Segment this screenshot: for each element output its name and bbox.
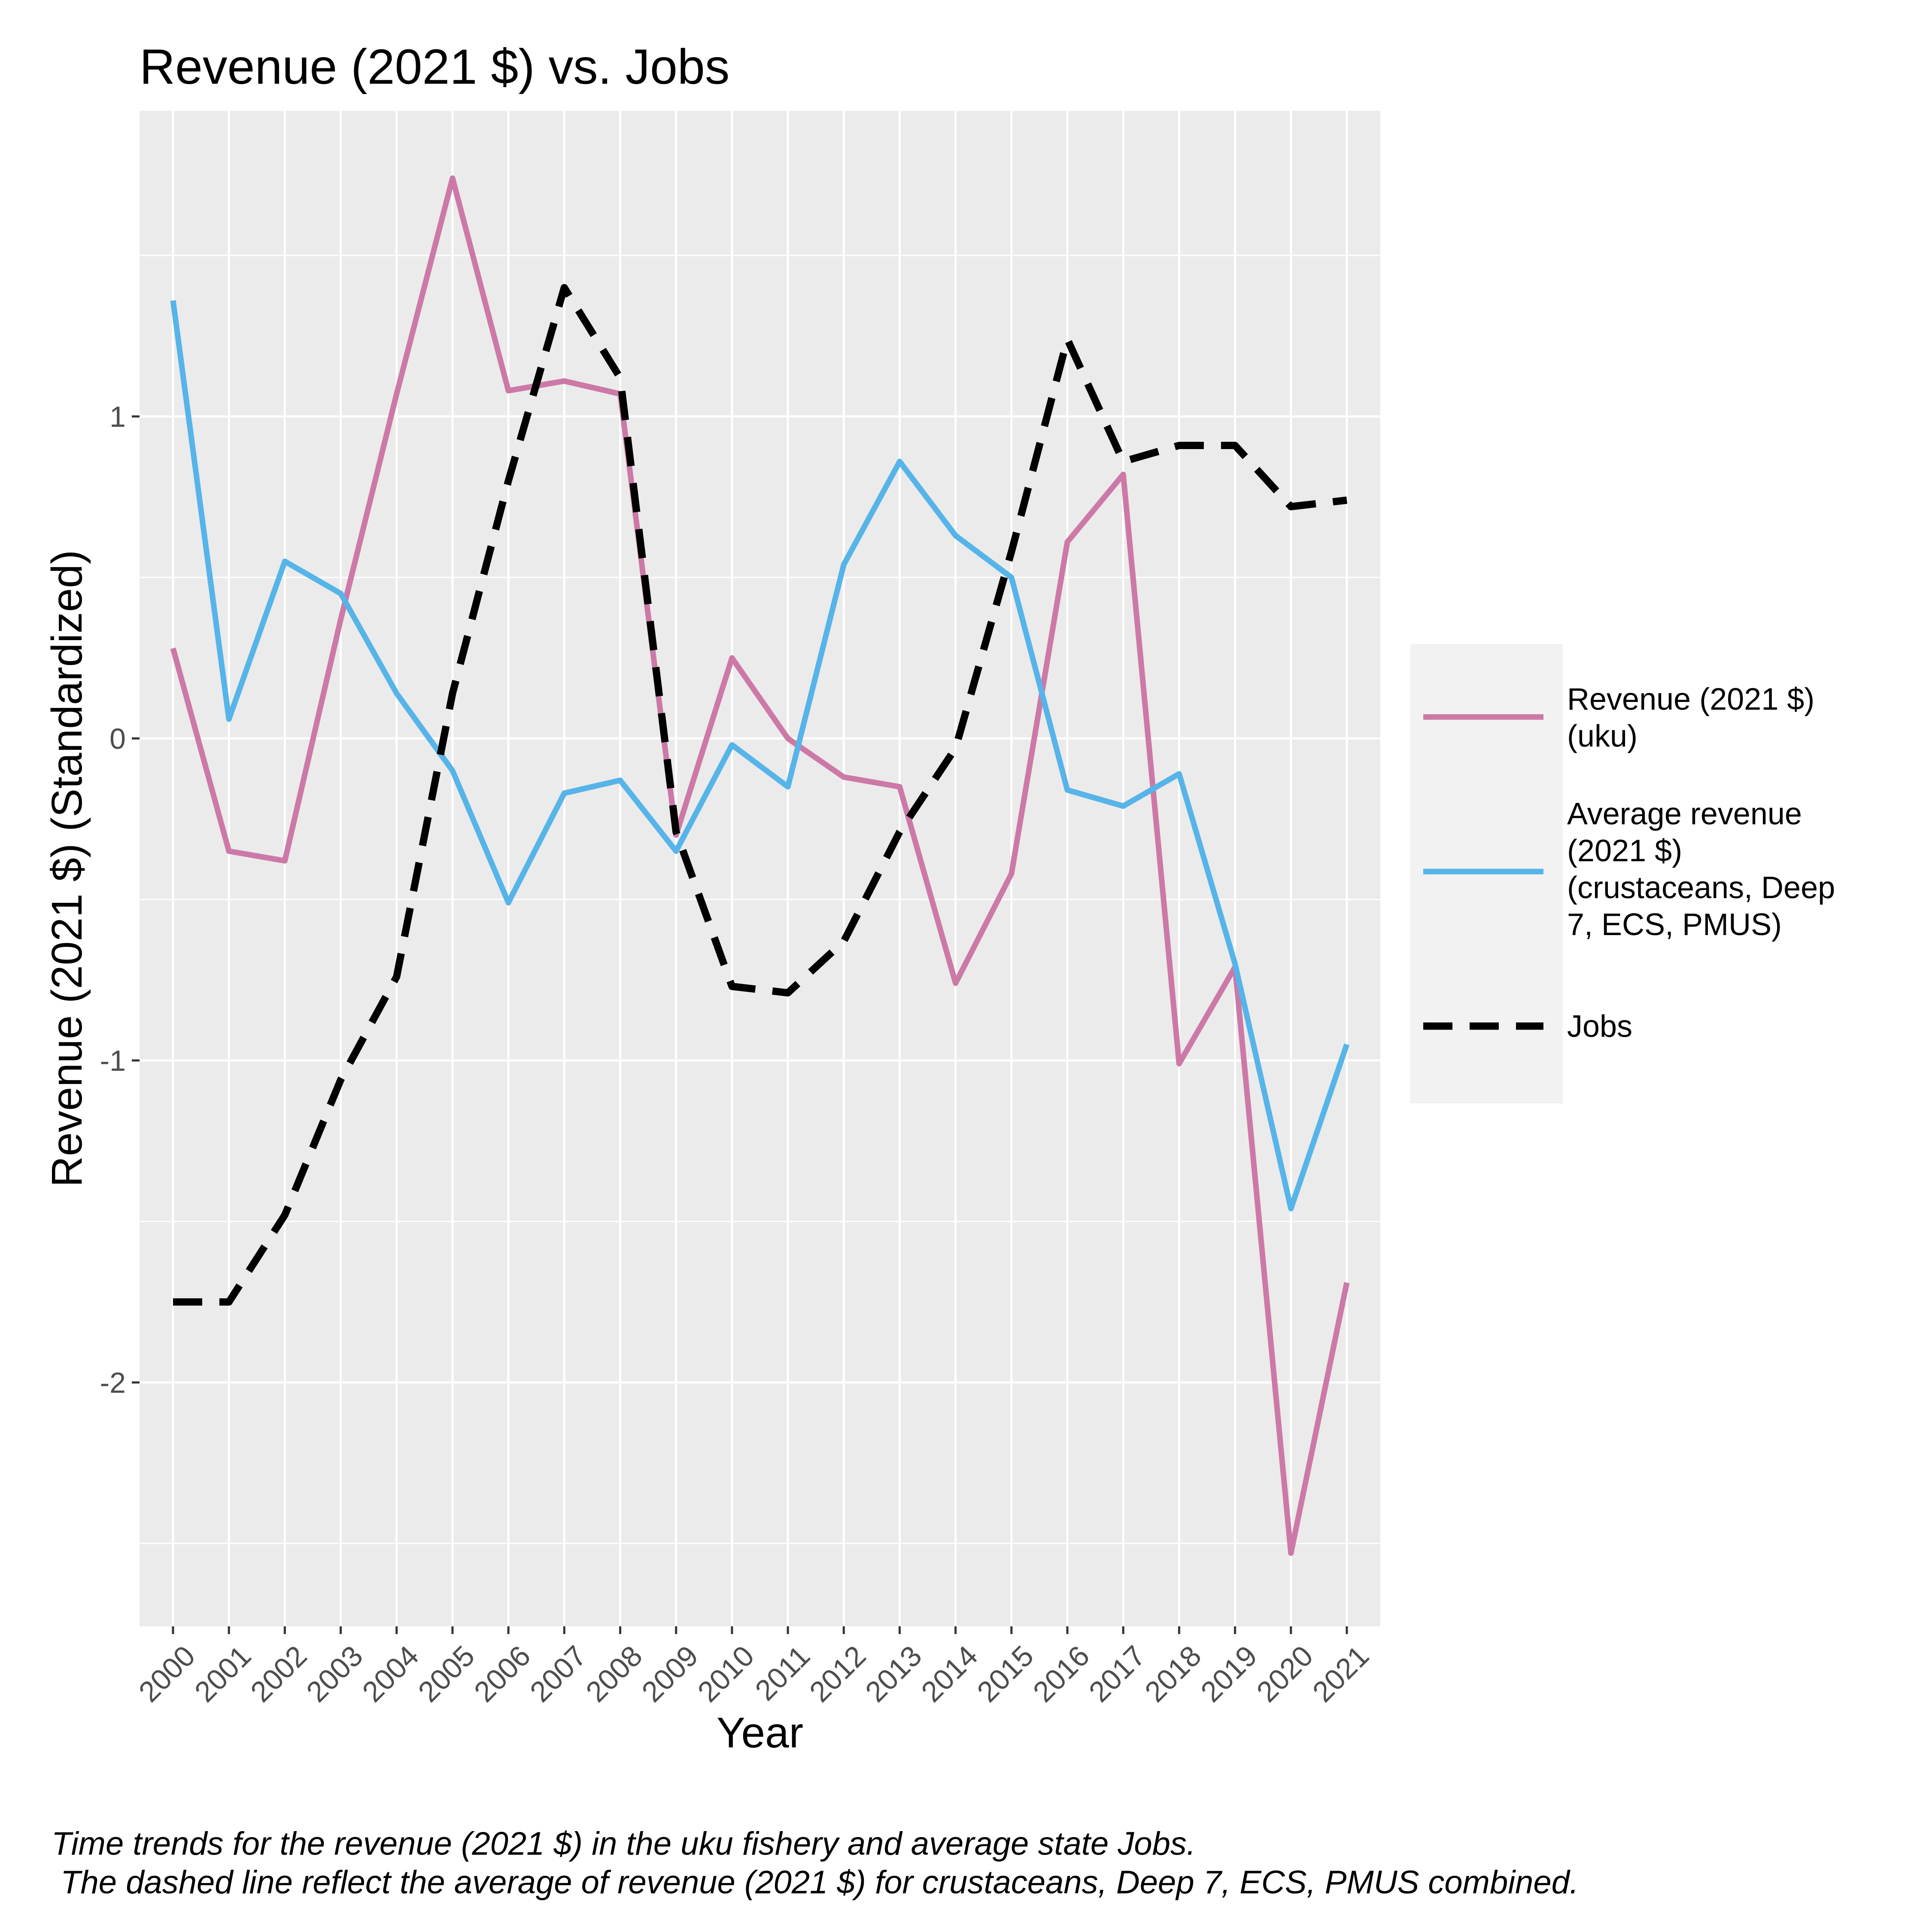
y-tick-label: -2	[100, 1367, 126, 1399]
chart-title: Revenue (2021 $) vs. Jobs	[140, 39, 729, 94]
legend: Revenue (2021 $)(uku) Average revenue(202…	[1410, 644, 1835, 1103]
legend-label-3: Jobs	[1567, 1009, 1632, 1044]
plot-panel	[140, 111, 1380, 1626]
legend-label-2: Average revenue	[1567, 797, 1802, 831]
series-layer	[170, 175, 1350, 1556]
series-line-1	[170, 175, 1350, 1556]
grid-major	[140, 111, 1380, 1626]
legend-label-2: 7, ECS, PMUS)	[1567, 908, 1782, 942]
y-tick-label: -1	[100, 1045, 126, 1077]
caption-line-1: Time trends for the revenue (2021 $) in …	[52, 1826, 1196, 1862]
caption-line-2: The dashed line reflect the average of r…	[52, 1864, 1579, 1901]
series-line-3	[173, 284, 1347, 1306]
y-tick-label: 0	[109, 723, 126, 755]
legend-label-2: (crustaceans, Deep	[1567, 871, 1835, 905]
x-axis-title: Year	[717, 1709, 803, 1757]
y-tick-label: 1	[109, 401, 126, 433]
legend-label-1: Revenue (2021 $)	[1567, 682, 1814, 717]
grid-minor	[140, 255, 1380, 1544]
legend-label-1: (uku)	[1567, 719, 1637, 753]
legend-label-2: (2021 $)	[1567, 834, 1682, 868]
y-axis-title: Revenue (2021 $) (Standardized)	[43, 550, 91, 1187]
series-line-2	[170, 300, 1350, 1212]
y-axis: 1 0 -1 -2	[100, 401, 140, 1399]
